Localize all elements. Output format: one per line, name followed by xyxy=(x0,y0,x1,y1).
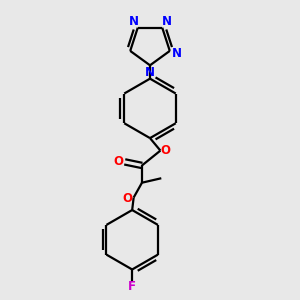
Text: F: F xyxy=(128,280,136,293)
Text: N: N xyxy=(162,15,172,28)
Text: N: N xyxy=(145,66,155,79)
Text: O: O xyxy=(161,144,171,157)
Text: N: N xyxy=(172,47,182,60)
Text: O: O xyxy=(122,192,132,205)
Text: N: N xyxy=(128,15,138,28)
Text: O: O xyxy=(113,155,123,168)
